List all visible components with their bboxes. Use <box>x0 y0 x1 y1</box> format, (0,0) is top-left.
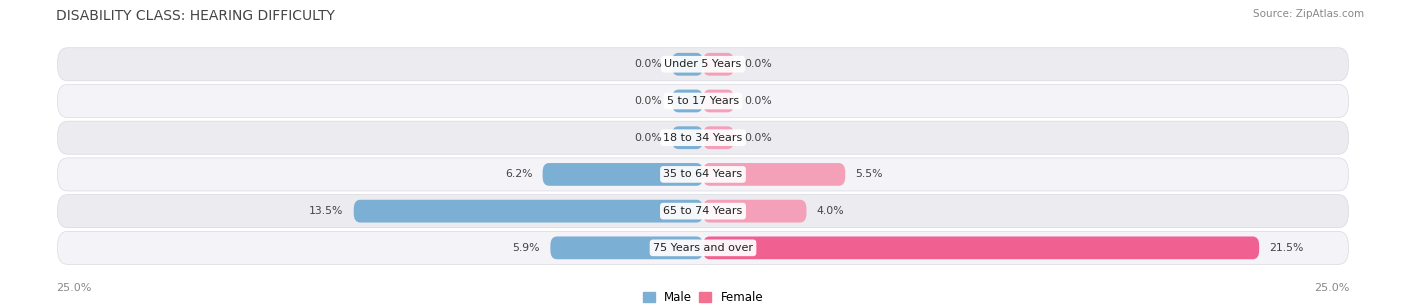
Text: 6.2%: 6.2% <box>505 170 533 179</box>
FancyBboxPatch shape <box>58 121 1348 154</box>
FancyBboxPatch shape <box>672 53 703 76</box>
Legend: Male, Female: Male, Female <box>638 286 768 306</box>
FancyBboxPatch shape <box>703 126 734 149</box>
Text: 75 Years and over: 75 Years and over <box>652 243 754 253</box>
Text: 18 to 34 Years: 18 to 34 Years <box>664 133 742 143</box>
Text: 0.0%: 0.0% <box>744 96 772 106</box>
Text: 13.5%: 13.5% <box>309 206 343 216</box>
FancyBboxPatch shape <box>672 90 703 112</box>
FancyBboxPatch shape <box>703 200 807 222</box>
Text: Source: ZipAtlas.com: Source: ZipAtlas.com <box>1253 9 1364 19</box>
Text: 5.5%: 5.5% <box>856 170 883 179</box>
Text: 25.0%: 25.0% <box>56 283 91 293</box>
FancyBboxPatch shape <box>58 84 1348 118</box>
FancyBboxPatch shape <box>672 126 703 149</box>
Text: 35 to 64 Years: 35 to 64 Years <box>664 170 742 179</box>
Text: 0.0%: 0.0% <box>634 133 662 143</box>
Text: Under 5 Years: Under 5 Years <box>665 59 741 69</box>
FancyBboxPatch shape <box>550 237 703 259</box>
Text: 5 to 17 Years: 5 to 17 Years <box>666 96 740 106</box>
FancyBboxPatch shape <box>58 195 1348 228</box>
Text: 21.5%: 21.5% <box>1270 243 1303 253</box>
FancyBboxPatch shape <box>703 163 845 186</box>
Text: 0.0%: 0.0% <box>744 59 772 69</box>
FancyBboxPatch shape <box>703 53 734 76</box>
FancyBboxPatch shape <box>543 163 703 186</box>
FancyBboxPatch shape <box>58 231 1348 264</box>
FancyBboxPatch shape <box>703 237 1260 259</box>
Text: 0.0%: 0.0% <box>634 59 662 69</box>
Text: DISABILITY CLASS: HEARING DIFFICULTY: DISABILITY CLASS: HEARING DIFFICULTY <box>56 9 335 23</box>
Text: 25.0%: 25.0% <box>1315 283 1350 293</box>
Text: 5.9%: 5.9% <box>513 243 540 253</box>
FancyBboxPatch shape <box>58 48 1348 81</box>
Text: 65 to 74 Years: 65 to 74 Years <box>664 206 742 216</box>
FancyBboxPatch shape <box>703 90 734 112</box>
Text: 0.0%: 0.0% <box>634 96 662 106</box>
FancyBboxPatch shape <box>58 158 1348 191</box>
Text: 0.0%: 0.0% <box>744 133 772 143</box>
Text: 4.0%: 4.0% <box>817 206 845 216</box>
FancyBboxPatch shape <box>354 200 703 222</box>
